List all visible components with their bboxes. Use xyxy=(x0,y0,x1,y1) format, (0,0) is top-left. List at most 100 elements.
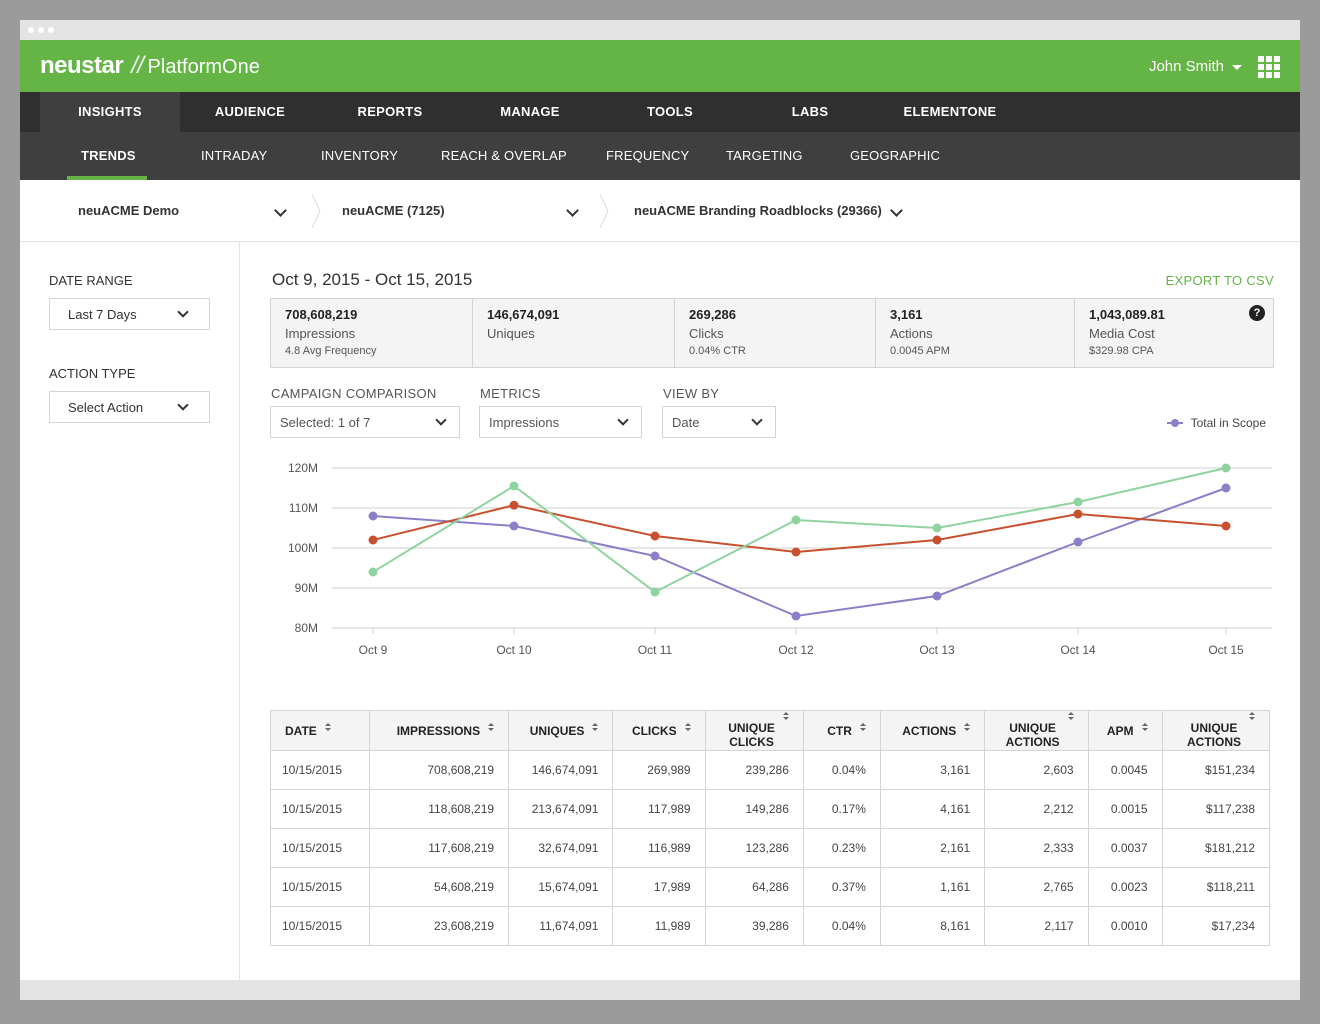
trend-chart-svg: 120M 110M 100M 90M 80M Oct 9 Oct 10 Oct 11 Oct 1… xyxy=(288,461,1272,657)
chevron-down-icon[interactable] xyxy=(566,204,579,217)
y-tick-label: 80M xyxy=(295,621,318,635)
help-icon[interactable]: ? xyxy=(1249,305,1265,321)
sort-icon[interactable] xyxy=(324,722,331,731)
series-point-2 xyxy=(1073,497,1083,507)
column-header[interactable]: UNIQUES xyxy=(508,710,614,751)
tab-geographic[interactable]: GEOGRAPHIC xyxy=(850,148,941,163)
stat-value: 1,043,089.81 xyxy=(1089,307,1165,322)
column-header[interactable]: APM xyxy=(1087,710,1163,751)
series-point-2 xyxy=(1221,463,1231,473)
sort-icon[interactable] xyxy=(859,722,866,731)
nav-elementone[interactable]: ELEMENTONE xyxy=(903,104,997,119)
tab-trends[interactable]: TRENDS xyxy=(81,148,136,163)
chevron-down-icon[interactable] xyxy=(274,204,287,217)
date-range-select[interactable]: Last 7 Days xyxy=(49,298,210,330)
series-point-2 xyxy=(368,567,378,577)
stat-value: 3,161 xyxy=(890,307,923,322)
table-cell: 10/15/2015 xyxy=(269,789,371,829)
sort-icon[interactable] xyxy=(684,722,691,731)
nav-labs[interactable]: LABS xyxy=(791,104,829,119)
column-header-label: CTR xyxy=(827,723,852,738)
series-point-0 xyxy=(1073,537,1083,547)
export-csv-link[interactable]: EXPORT TO CSV xyxy=(1165,273,1274,288)
table-cell: 11,989 xyxy=(612,906,706,946)
brand-logo[interactable]: neustar //PlatformOne xyxy=(40,52,260,80)
table-row[interactable]: 10/15/2015 54,608,219 15,674,091 17,989 64,2… xyxy=(269,867,1271,907)
action-type-select[interactable]: Select Action xyxy=(49,391,210,423)
table-cell: $117,238 xyxy=(1161,789,1271,829)
chevron-down-icon[interactable] xyxy=(890,204,903,217)
sort-icon[interactable] xyxy=(488,722,495,731)
table-row[interactable]: 10/15/2015 23,608,219 11,674,091 11,989 39,2… xyxy=(269,906,1271,946)
breadcrumb-advertiser[interactable]: neuACME Demo xyxy=(78,203,180,218)
sort-icon[interactable] xyxy=(592,722,599,731)
x-tick-label: Oct 10 xyxy=(496,643,532,657)
stat-subtext: $329.98 CPA xyxy=(1089,345,1154,357)
table-row[interactable]: 10/15/2015 118,608,219 213,674,091 117,989 1… xyxy=(269,789,1271,829)
sort-icon[interactable] xyxy=(1249,711,1255,720)
campaign-comparison-select[interactable]: Selected: 1 of 7 xyxy=(270,406,460,438)
sort-icon[interactable] xyxy=(782,711,789,720)
table-row[interactable]: 10/15/2015 708,608,219 146,674,091 269,989 2… xyxy=(269,750,1271,790)
stat-label: Media Cost xyxy=(1089,326,1155,341)
table-cell: 17,989 xyxy=(612,867,706,907)
view-by-value: Date xyxy=(672,415,700,430)
table-row[interactable]: 10/15/2015 117,608,219 32,674,091 116,989 12… xyxy=(269,828,1271,868)
table-cell: 0.0045 xyxy=(1087,750,1163,790)
table-cell: 10/15/2015 xyxy=(269,867,371,907)
user-menu[interactable]: John Smith xyxy=(1149,58,1242,75)
nav-reports[interactable]: REPORTS xyxy=(357,104,423,119)
table-cell: 2,212 xyxy=(984,789,1089,829)
column-header[interactable]: DATE xyxy=(269,710,371,751)
series-point-0 xyxy=(509,521,519,531)
column-header[interactable]: ACTIONS xyxy=(879,710,986,751)
window-dot-icon[interactable] xyxy=(48,27,54,33)
column-header[interactable]: CLICKS xyxy=(612,710,706,751)
breadcrumb-account[interactable]: neuACME (7125) xyxy=(342,203,445,218)
table-cell: 10/15/2015 xyxy=(269,906,371,946)
table-cell: 269,989 xyxy=(612,750,706,790)
tab-intraday[interactable]: INTRADAY xyxy=(201,148,268,163)
nav-tools[interactable]: TOOLS xyxy=(646,104,694,119)
window-dot-icon[interactable] xyxy=(28,27,34,33)
sort-icon[interactable] xyxy=(1141,722,1148,731)
sort-icon[interactable] xyxy=(1067,711,1074,720)
view-by-select[interactable]: Date xyxy=(662,406,776,438)
table-cell: 32,674,091 xyxy=(508,828,614,868)
stat-label: Uniques xyxy=(487,326,535,341)
app-window: neustar //PlatformOne John Smith INSIGHTS… xyxy=(20,20,1300,1000)
table-cell: 2,765 xyxy=(984,867,1089,907)
date-range-value: Last 7 Days xyxy=(68,307,137,322)
stat-actions: 3,161 Actions 0.0045 APM xyxy=(876,299,1075,367)
column-header[interactable]: UNIQUE ACTIONS xyxy=(984,710,1089,751)
window-dot-icon[interactable] xyxy=(38,27,44,33)
tab-inventory[interactable]: INVENTORY xyxy=(321,148,399,163)
chart-legend[interactable]: Total in Scope xyxy=(1166,416,1266,430)
date-range-label: DATE RANGE xyxy=(49,273,133,288)
table-cell: 1,161 xyxy=(879,867,986,907)
metrics-select[interactable]: Impressions xyxy=(479,406,642,438)
sort-icon[interactable] xyxy=(964,722,971,731)
tab-frequency[interactable]: FREQUENCY xyxy=(606,148,690,163)
nav-audience[interactable]: AUDIENCE xyxy=(214,104,286,119)
tab-targeting[interactable]: TARGETING xyxy=(726,148,803,163)
column-header-label: CLICKS xyxy=(631,723,677,738)
tab-reach-overlap[interactable]: REACH & OVERLAP xyxy=(441,148,567,163)
stat-impressions: 708,608,219 Impressions 4.8 Avg Frequenc… xyxy=(271,299,473,367)
nav-insights[interactable]: INSIGHTS xyxy=(40,92,180,132)
chevron-down-icon xyxy=(177,399,189,411)
table-cell: 23,608,219 xyxy=(369,906,510,946)
column-header[interactable]: IMPRESSIONS xyxy=(369,710,510,751)
column-header[interactable]: UNIQUE CLICKS xyxy=(704,710,804,751)
column-header-label: ACTIONS xyxy=(902,723,957,738)
app-grid-icon[interactable] xyxy=(1258,56,1280,78)
table-cell: 11,674,091 xyxy=(508,906,614,946)
table-cell: 0.17% xyxy=(802,789,881,829)
column-header[interactable]: CTR xyxy=(802,710,881,751)
nav-manage[interactable]: MANAGE xyxy=(500,104,560,119)
breadcrumb-campaign[interactable]: neuACME Branding Roadblocks (29366) xyxy=(634,203,882,218)
breadcrumb: neuACME Demo neuACME (7125) neuACME Bran… xyxy=(20,180,1300,242)
sidebar: DATE RANGE Last 7 Days ACTION TYPE Selec… xyxy=(20,242,240,1000)
table-cell: 213,674,091 xyxy=(508,789,614,829)
column-header[interactable]: UNIQUE ACTIONS xyxy=(1161,710,1271,751)
